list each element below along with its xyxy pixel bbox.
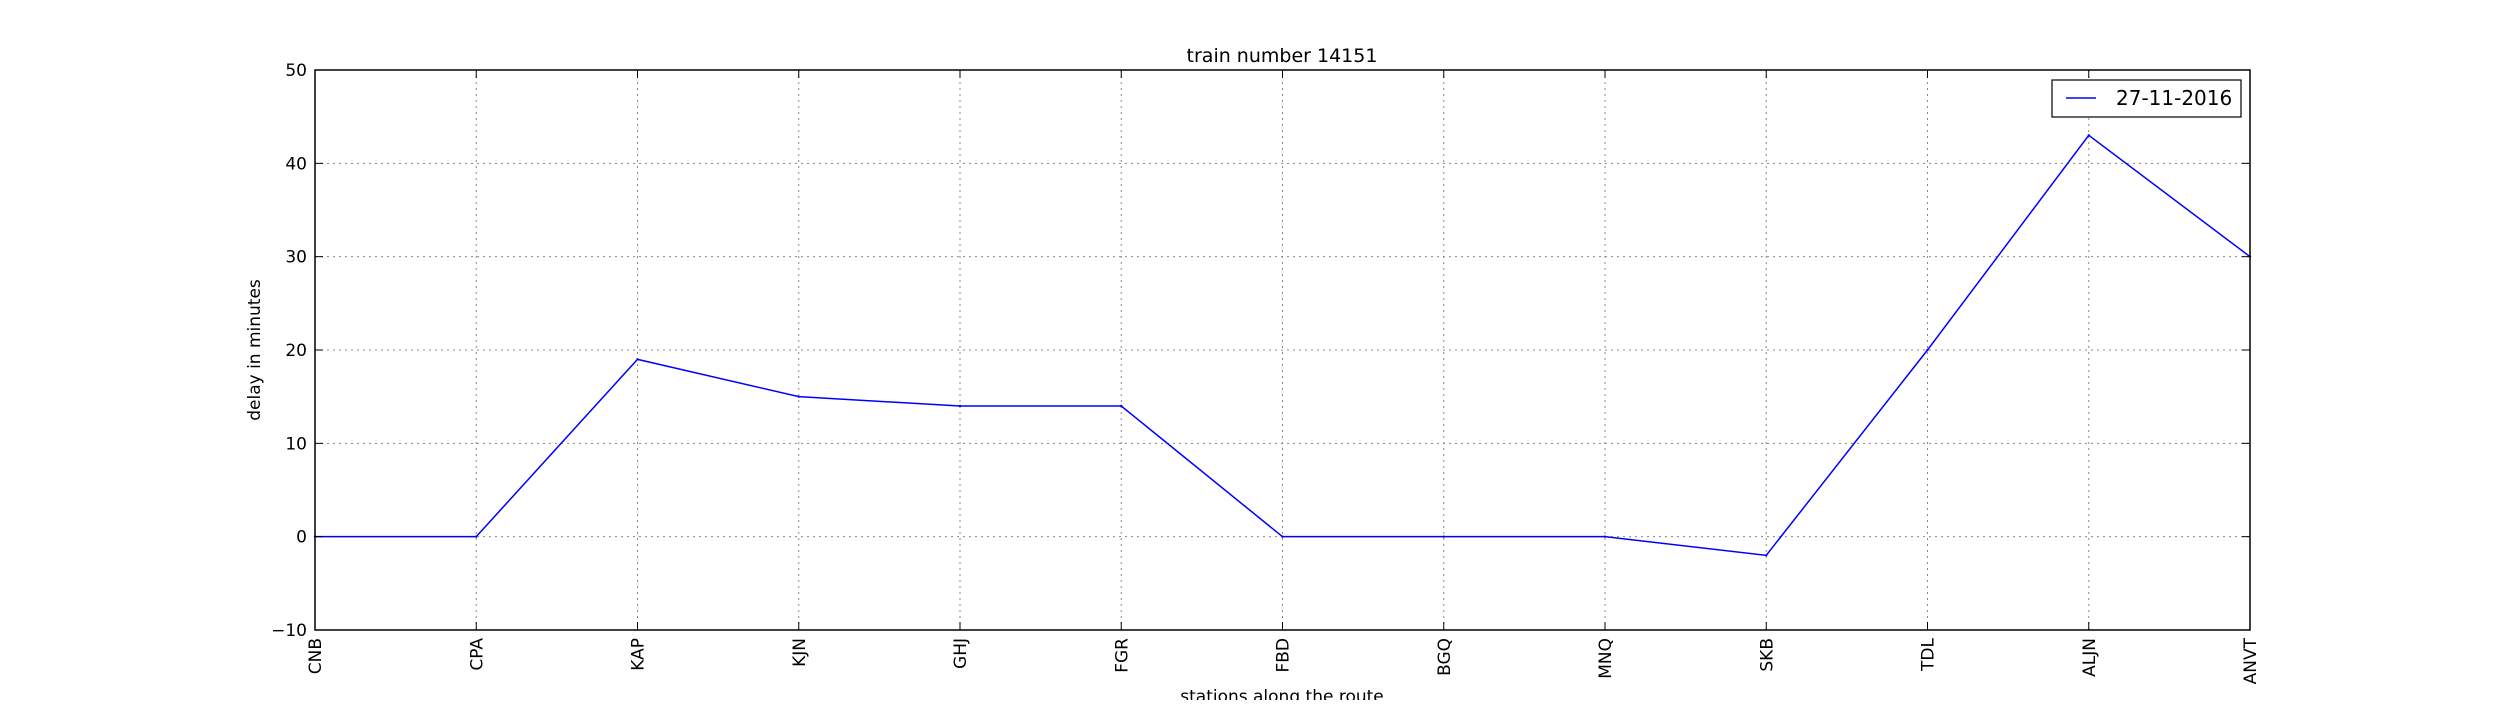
y-tick-label: 30 bbox=[285, 248, 307, 268]
x-tick-label: GHJ bbox=[951, 638, 971, 669]
legend-box bbox=[2051, 79, 2242, 118]
x-tick-label: ANVT bbox=[2241, 637, 2261, 684]
x-tick-label: KJN bbox=[790, 638, 810, 667]
x-tick-label: CNB bbox=[306, 638, 326, 674]
chart-title: train number 14151 bbox=[1187, 45, 1378, 67]
x-axis-label: stations along the route bbox=[1180, 687, 1384, 700]
data-point bbox=[636, 358, 639, 361]
data-point bbox=[1603, 535, 1607, 538]
x-axis-ticks: CNB CPA KAP KJN GHJ FGR FBD BGQ MNQ SKB TDL ALJN ANV… bbox=[306, 70, 2261, 684]
data-point bbox=[958, 404, 962, 408]
x-tick-label: SKB bbox=[1757, 638, 1777, 672]
data-point bbox=[475, 535, 478, 538]
y-tick-label: 10 bbox=[285, 434, 307, 454]
x-tick-label: ALJN bbox=[2080, 638, 2100, 677]
data-point bbox=[1926, 348, 1929, 352]
y-tick-label: 40 bbox=[285, 154, 307, 174]
series-lines bbox=[313, 134, 2252, 557]
x-tick-label: MNQ bbox=[1596, 638, 1616, 679]
y-axis-label: delay in minutes bbox=[245, 279, 265, 421]
y-axis-ticks: −10 0 10 20 30 40 50 bbox=[271, 61, 2250, 641]
x-tick-label: FBD bbox=[1274, 638, 1294, 673]
x-tick-label: KAP bbox=[629, 638, 649, 671]
x-tick-label: TDL bbox=[1919, 637, 1939, 671]
data-point bbox=[1765, 554, 1768, 557]
x-tick-label: BGQ bbox=[1435, 638, 1455, 676]
x-tick-label: FGR bbox=[1112, 638, 1132, 673]
data-point bbox=[2087, 134, 2090, 137]
x-tick-label: CPA bbox=[467, 638, 487, 671]
data-point bbox=[797, 395, 800, 398]
data-point bbox=[1120, 404, 1123, 408]
data-point bbox=[1442, 535, 1445, 538]
legend: 27-11-2016 bbox=[2051, 79, 2242, 118]
y-tick-label: 50 bbox=[285, 61, 307, 81]
legend-label: 27-11-2016 bbox=[2116, 86, 2232, 110]
y-tick-label: 20 bbox=[285, 341, 307, 361]
y-tick-label: 0 bbox=[296, 528, 307, 548]
y-tick-label: −10 bbox=[271, 621, 307, 641]
data-point bbox=[1281, 535, 1284, 538]
